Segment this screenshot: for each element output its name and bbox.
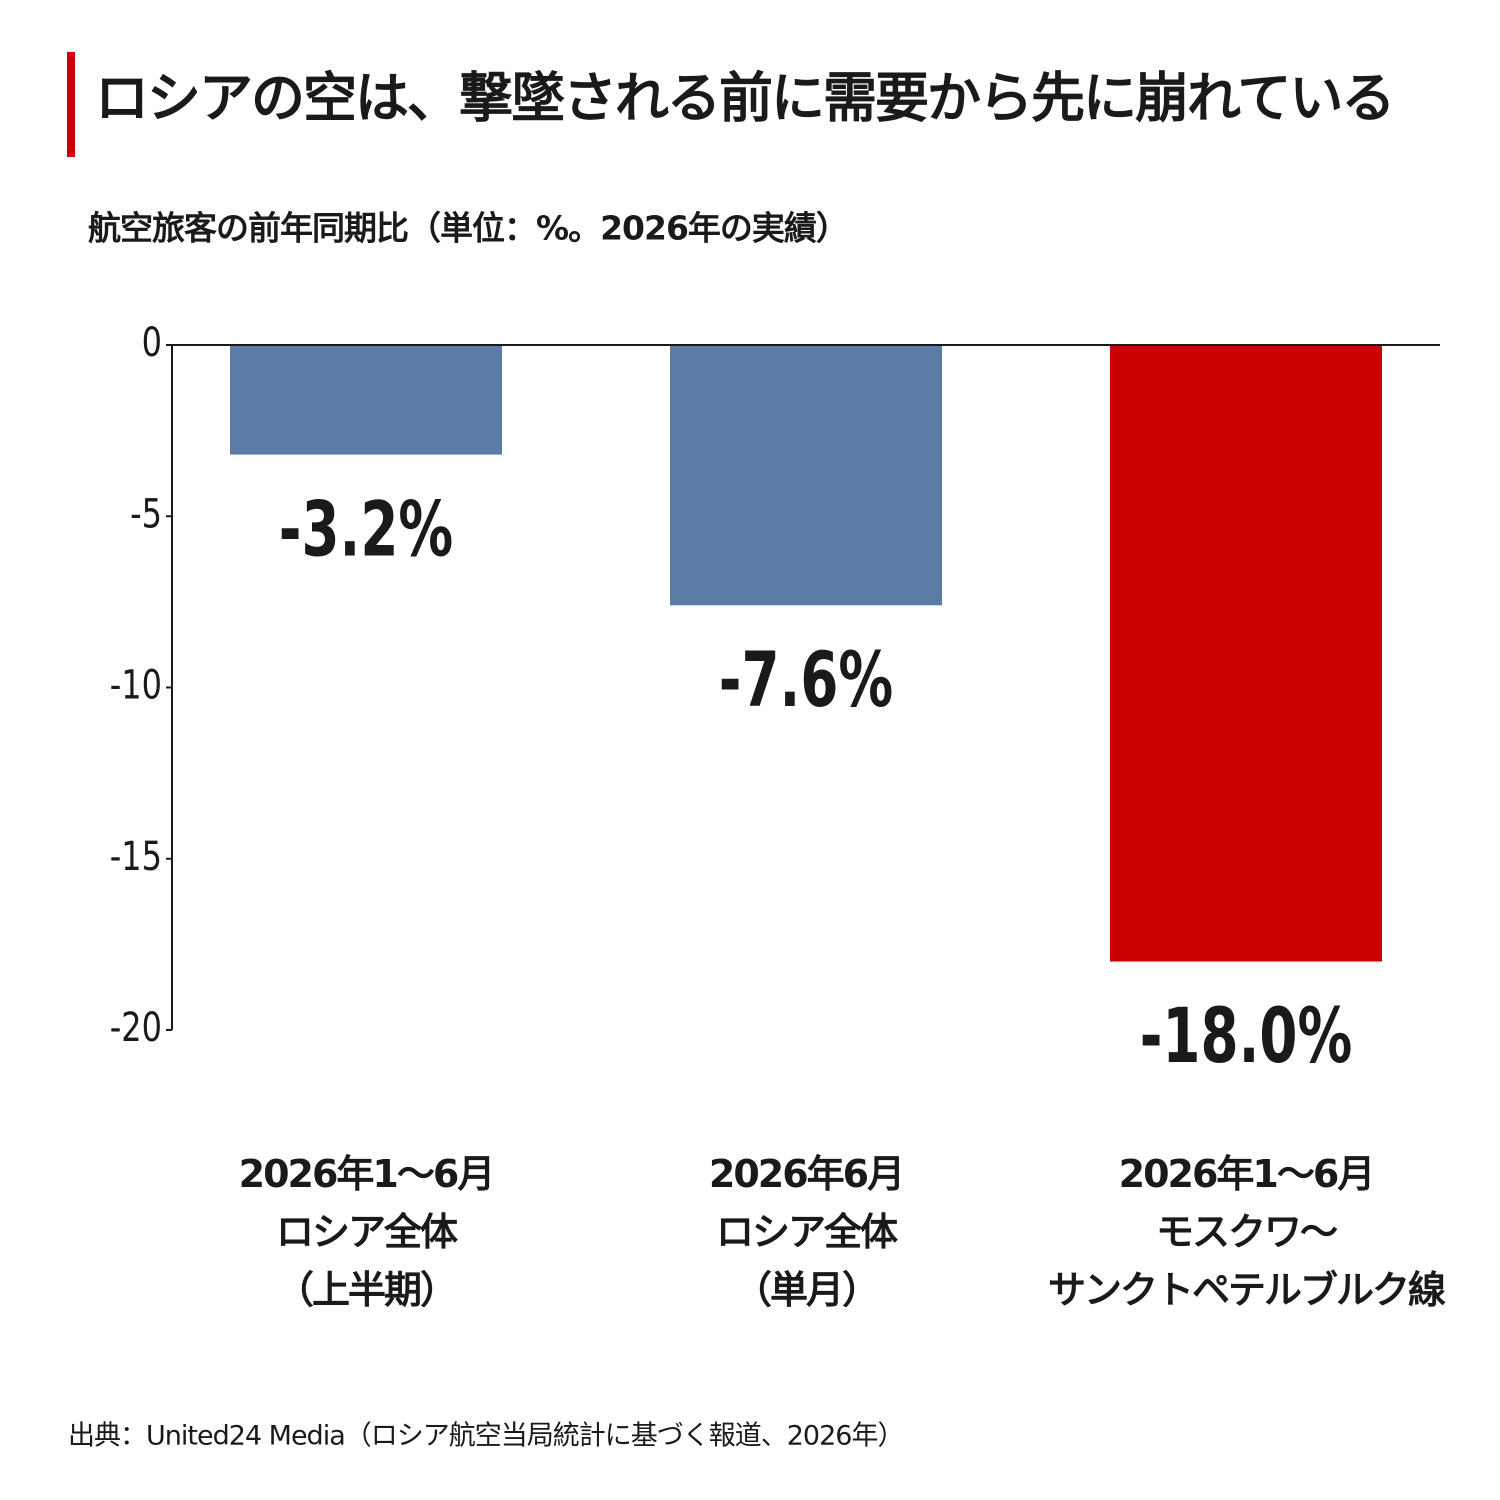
value-label: -7.6% <box>719 636 893 724</box>
y-tick-label: -20 <box>110 1003 162 1050</box>
source: 出典：United24 Media（ロシア航空当局統計に基づく報道、2026年） <box>68 1421 903 1452</box>
value-label: -3.2% <box>279 485 453 573</box>
y-tick-label: -15 <box>110 832 162 879</box>
x-tick-label: 2026年1～6月 ロシア全体 （上半期） <box>238 1152 496 1312</box>
x-tick-label: 2026年1～6月 モスクワ～ サンクトペテルブルク線 <box>1047 1152 1446 1312</box>
bar <box>670 345 942 606</box>
y-tick-label: 0 <box>142 318 162 365</box>
chart-title: ロシアの空は、撃墜される前に需要から先に崩れている <box>95 67 1393 130</box>
x-tick-label: 2026年6月 ロシア全体 （単月） <box>708 1152 905 1312</box>
y-tick-label: -10 <box>110 661 162 708</box>
chart-subtitle: 航空旅客の前年同期比（単位：%。2026年の実績） <box>88 209 848 248</box>
bar <box>230 345 502 455</box>
title-accent <box>67 52 75 157</box>
value-label: -18.0% <box>1140 992 1353 1080</box>
y-tick-label: -5 <box>130 490 162 537</box>
bar <box>1110 345 1382 962</box>
